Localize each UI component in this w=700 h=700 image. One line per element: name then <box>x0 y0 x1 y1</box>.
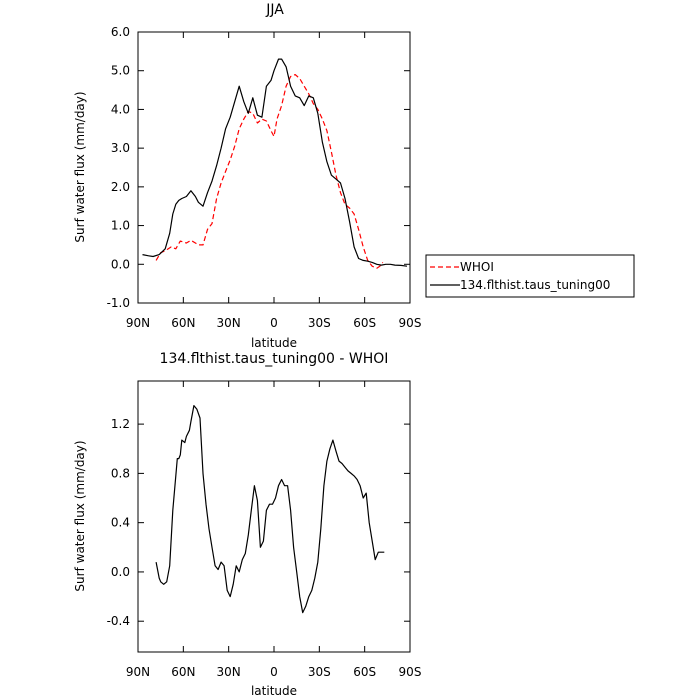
bottom-x-ticks: 90N 60N 30N 0 30S 60S 90S <box>126 381 422 679</box>
bottom-title: 134.flthist.taus_tuning00 - WHOI <box>160 351 389 367</box>
top-y-tick-label: 2.0 <box>111 180 130 194</box>
top-x-tick-label: 90S <box>399 316 422 330</box>
bottom-y-tick-label: -0.4 <box>107 614 130 628</box>
top-x-tick-label: 60S <box>353 316 376 330</box>
top-y-axis-label: Surf water flux (mm/day) <box>73 91 87 242</box>
top-x-ticks: 90N 60N 30N 0 30S 60S 90S <box>126 32 422 330</box>
top-x-tick-label: 0 <box>270 316 278 330</box>
top-x-tick-label: 60N <box>171 316 195 330</box>
bottom-y-tick-label: 0.0 <box>111 565 130 579</box>
top-x-axis-label: latitude <box>251 336 297 350</box>
bottom-panel: 134.flthist.taus_tuning00 - WHOI -0.4 0.0… <box>73 351 421 698</box>
bottom-y-ticks: -0.4 0.0 0.4 0.8 1.2 <box>107 417 410 628</box>
bottom-y-tick-label: 0.8 <box>111 466 130 480</box>
bottom-y-tick-label: 0.4 <box>111 516 130 530</box>
bottom-x-tick-label: 30S <box>308 665 331 679</box>
top-y-tick-label: 1.0 <box>111 219 130 233</box>
top-panel: JJA -1.0 0.0 1.0 2.0 3.0 4.0 5.0 6.0 90N 60N 30N 0… <box>73 2 421 350</box>
bottom-x-tick-label: 0 <box>270 665 278 679</box>
bottom-y-axis-label: Surf water flux (mm/day) <box>73 440 87 591</box>
top-y-tick-label: 6.0 <box>111 25 130 39</box>
top-x-tick-label: 30S <box>308 316 331 330</box>
bottom-plot-frame <box>137 380 411 653</box>
bottom-x-tick-label: 90N <box>126 665 150 679</box>
top-y-ticks: -1.0 0.0 1.0 2.0 3.0 4.0 5.0 6.0 <box>107 25 410 310</box>
top-y-tick-label: 5.0 <box>111 64 130 78</box>
legend-label-whoi: WHOI <box>460 260 494 274</box>
bottom-x-tick-label: 30N <box>217 665 241 679</box>
bottom-series-line-0 <box>155 405 385 614</box>
bottom-series-group <box>155 405 385 614</box>
top-title: JJA <box>265 2 284 18</box>
top-series-group <box>142 58 408 269</box>
bottom-x-tick-label: 60S <box>353 665 376 679</box>
top-x-tick-label: 90N <box>126 316 150 330</box>
top-y-tick-label: -1.0 <box>107 296 130 310</box>
top-y-tick-label: 0.0 <box>111 257 130 271</box>
top-series-line-0 <box>155 73 384 269</box>
top-x-tick-label: 30N <box>217 316 241 330</box>
bottom-x-tick-label: 60N <box>171 665 195 679</box>
bottom-x-axis-label: latitude <box>251 684 297 698</box>
bottom-y-tick-label: 1.2 <box>111 417 130 431</box>
legend: WHOI 134.flthist.taus_tuning00 <box>425 254 635 298</box>
top-y-tick-label: 4.0 <box>111 102 130 116</box>
top-series-line-1 <box>142 58 408 267</box>
bottom-x-tick-label: 90S <box>399 665 422 679</box>
legend-label-model: 134.flthist.taus_tuning00 <box>460 278 610 292</box>
legend-box <box>425 254 635 298</box>
top-y-tick-label: 3.0 <box>111 141 130 155</box>
